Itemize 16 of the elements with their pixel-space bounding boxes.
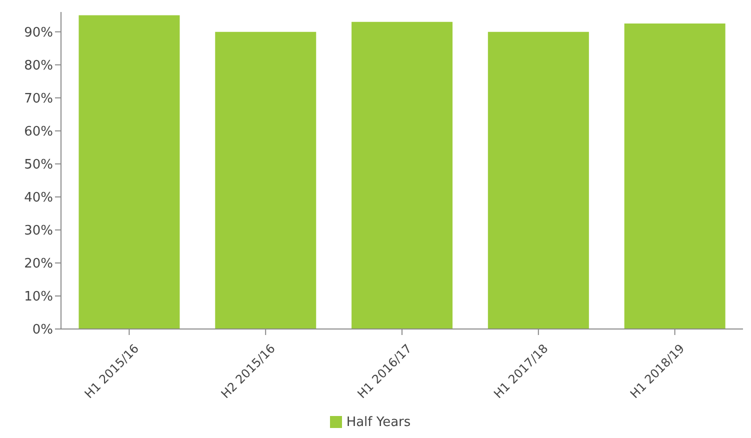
y-tick-label: 70%	[24, 91, 53, 106]
y-tick-label: 10%	[24, 290, 53, 305]
y-tick-label: 40%	[24, 190, 53, 206]
bar	[624, 24, 726, 329]
y-tick-label: 30%	[24, 224, 53, 239]
bar	[488, 32, 589, 329]
bar	[352, 22, 453, 329]
y-tick-label: 60%	[24, 124, 53, 140]
y-tick-label: 50%	[24, 158, 53, 173]
bar	[78, 15, 180, 329]
y-tick-label: 80%	[24, 58, 53, 74]
bar	[215, 32, 316, 329]
y-tick-label: 20%	[24, 256, 53, 272]
legend-label: Half Years	[346, 415, 411, 430]
y-tick-label: 90%	[24, 25, 53, 40]
y-tick-label: 0%	[32, 322, 53, 338]
